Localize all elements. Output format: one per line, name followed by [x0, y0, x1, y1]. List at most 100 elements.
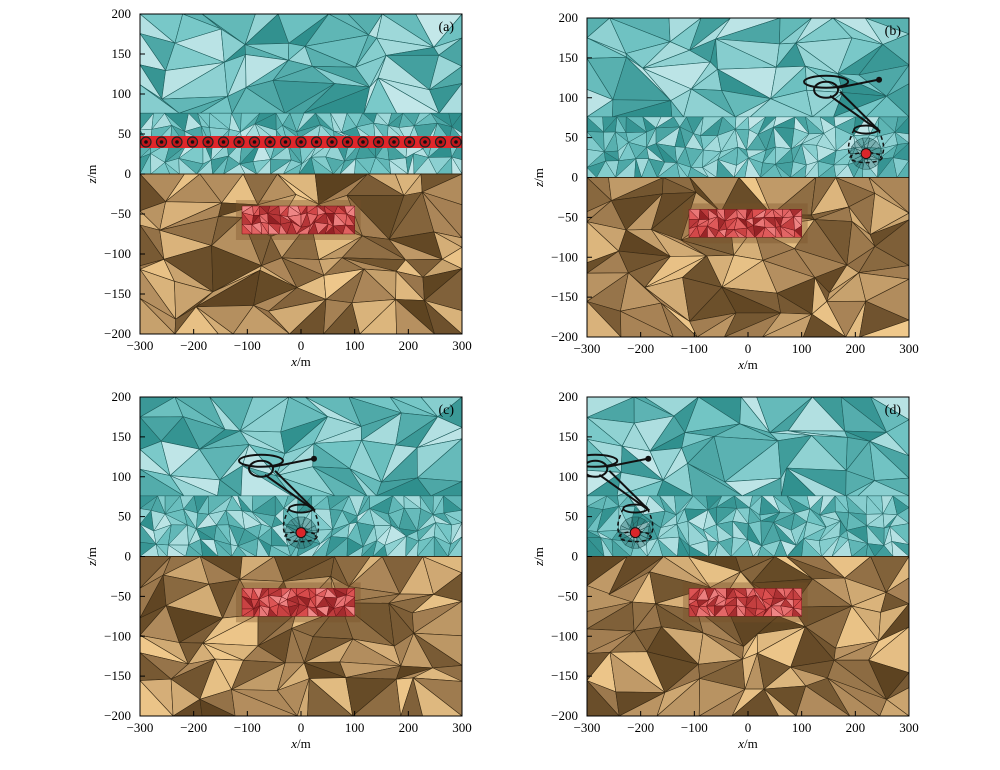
- x-tick-label: −100: [681, 720, 708, 735]
- survey-point-center: [144, 140, 148, 144]
- mesh-cell: [736, 604, 746, 617]
- panel-label: (a): [438, 20, 454, 35]
- mesh-cell: [286, 221, 297, 235]
- x-tick-label: 0: [745, 720, 752, 735]
- tow-cable: [608, 470, 651, 512]
- survey-points: [140, 136, 462, 148]
- survey-point-center: [206, 140, 210, 144]
- x-tick-label: −200: [627, 720, 654, 735]
- fuselage: [587, 459, 609, 478]
- tail-rotor: [311, 455, 317, 462]
- x-tick-label: −100: [234, 338, 261, 353]
- mesh-cell: [688, 603, 697, 617]
- mesh-cell: [260, 222, 270, 235]
- mesh-cell: [865, 146, 883, 154]
- survey-point-center: [423, 140, 427, 144]
- x-tick-label: 200: [846, 720, 866, 735]
- mesh-cell: [827, 677, 881, 716]
- y-tick-label: −100: [551, 628, 578, 643]
- y-tick-label: 100: [112, 469, 132, 484]
- x-tick-label: 300: [452, 338, 472, 353]
- mesh-cell: [199, 698, 236, 716]
- rotor: [238, 453, 284, 468]
- mesh-cell: [744, 606, 756, 617]
- helicopter-system-icon: [803, 74, 885, 170]
- mesh-cell: [232, 304, 291, 334]
- y-tick-label: −50: [111, 588, 131, 603]
- fuselage: [813, 80, 840, 99]
- anomaly-body: [688, 208, 803, 239]
- survey-point-center: [159, 140, 164, 144]
- x-tick-label: 200: [399, 338, 419, 353]
- x-axis-label: x/m: [737, 736, 758, 751]
- y-tick-label: 200: [559, 10, 579, 25]
- survey-point-center: [221, 140, 226, 144]
- y-tick-label: 0: [572, 170, 579, 185]
- ground-mesh: [140, 173, 462, 334]
- mesh-cell: [267, 607, 278, 617]
- x-tick-labels: −300 −200 −100 0 100 200 300: [127, 338, 472, 353]
- mesh-cell: [195, 306, 234, 334]
- tow-cable: [839, 91, 881, 133]
- survey-point-center: [392, 140, 396, 144]
- survey-point-center: [175, 140, 179, 144]
- panel-label: (d): [885, 403, 902, 418]
- mesh-cell: [763, 688, 797, 716]
- mesh-cell: [635, 525, 652, 533]
- ground-mesh: [587, 176, 909, 337]
- air-mesh-coarse: [140, 14, 462, 114]
- x-axis-label: x/m: [290, 354, 311, 369]
- y-tick-label: 0: [572, 549, 579, 564]
- mesh-cell: [241, 223, 253, 235]
- y-tick-label: −150: [104, 668, 131, 683]
- mesh-cell: [795, 685, 851, 716]
- y-tick-label: 200: [112, 6, 132, 21]
- panel-label: (b): [885, 24, 902, 39]
- tail-rotor: [645, 455, 652, 462]
- y-tick-label: 50: [565, 509, 578, 524]
- tail-boom: [272, 457, 314, 468]
- survey-point-center: [376, 140, 381, 144]
- helicopter-system-icon: [238, 453, 320, 549]
- fuselage: [248, 459, 274, 478]
- y-tick-label: 200: [559, 389, 579, 404]
- y-tick-label: 150: [112, 46, 132, 61]
- helicopter-system-icon: [587, 453, 654, 549]
- rotor: [803, 74, 850, 89]
- mesh-cell: [792, 607, 803, 617]
- x-tick-label: 100: [792, 720, 812, 735]
- mesh-cell: [268, 222, 280, 235]
- y-axis-label: z/m: [531, 547, 546, 567]
- mesh-cell: [775, 226, 783, 238]
- x-tick-label: 100: [345, 720, 365, 735]
- x-tick-label: −200: [627, 341, 654, 356]
- mesh-cell: [780, 226, 796, 238]
- x-tick-label: 300: [452, 720, 472, 735]
- x-tick-label: 300: [899, 720, 919, 735]
- y-tick-label: 200: [112, 389, 132, 404]
- air-mesh-coarse: [140, 397, 462, 497]
- y-tick-labels: 200 150 100 50 0 −50 −100 −150 −200: [551, 389, 578, 723]
- panel-b: (b)−300 −200 −100 0 100 200 300200150100500−50…: [531, 10, 919, 372]
- panel-c: (c)−300 −200 −100 0 100 200 300200150100500−50…: [84, 389, 472, 751]
- air-mesh-fine: [140, 494, 462, 558]
- y-tick-label: −50: [558, 209, 578, 224]
- x-tick-label: 300: [899, 341, 919, 356]
- x-tick-label: 0: [298, 720, 305, 735]
- y-tick-label: −150: [104, 286, 131, 301]
- mesh-area: [140, 397, 462, 716]
- mesh-cell: [278, 223, 288, 235]
- panel-a: (a)−300 −200 −100 0 100 200 300200150100500−50…: [84, 6, 472, 369]
- mesh-cell: [342, 224, 356, 235]
- y-tick-label: −200: [551, 329, 578, 344]
- mesh-cell: [231, 689, 298, 716]
- receiver-point: [860, 148, 872, 160]
- anomaly-body: [241, 205, 356, 235]
- rotor: [587, 453, 619, 468]
- y-tick-label: −150: [551, 668, 578, 683]
- y-tick-label: −100: [104, 628, 131, 643]
- mesh-cell: [395, 298, 436, 334]
- mesh-cell: [140, 297, 176, 334]
- y-tick-label: 150: [559, 50, 579, 65]
